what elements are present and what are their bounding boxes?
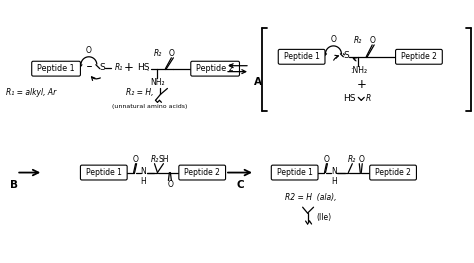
Text: SH: SH: [158, 155, 169, 164]
Text: Peptide 2: Peptide 2: [184, 168, 220, 177]
FancyBboxPatch shape: [191, 61, 239, 76]
Text: Peptide 1: Peptide 1: [283, 52, 319, 61]
Text: Peptide 1: Peptide 1: [86, 168, 122, 177]
Text: +: +: [124, 61, 134, 74]
Text: R₂: R₂: [354, 37, 363, 45]
Text: :NH₂: :NH₂: [350, 66, 367, 75]
Text: R₂: R₂: [154, 49, 162, 58]
Text: C: C: [236, 180, 244, 190]
Text: R₁ = alkyl, Ar: R₁ = alkyl, Ar: [6, 88, 56, 97]
Text: +: +: [356, 78, 366, 91]
Text: O: O: [369, 37, 375, 45]
Text: R₂: R₂: [150, 155, 159, 164]
Text: B: B: [10, 180, 18, 190]
Text: O: O: [330, 35, 337, 44]
Text: R₁: R₁: [115, 63, 123, 72]
Text: S: S: [344, 51, 349, 60]
Text: Peptide 2: Peptide 2: [196, 64, 234, 73]
Text: HS: HS: [343, 94, 356, 103]
Text: R: R: [366, 94, 372, 103]
Text: Peptide 1: Peptide 1: [277, 168, 312, 177]
Text: HS: HS: [137, 63, 150, 72]
Text: R₂: R₂: [348, 155, 356, 164]
Text: O: O: [133, 155, 138, 164]
Text: H: H: [141, 177, 146, 186]
Text: R₂ = H,: R₂ = H,: [126, 88, 153, 97]
Text: ··: ··: [147, 68, 150, 73]
Text: Peptide 2: Peptide 2: [375, 168, 411, 177]
Text: O: O: [358, 155, 364, 164]
Text: (Ile): (Ile): [317, 213, 332, 222]
Text: H: H: [331, 177, 337, 186]
Text: O: O: [324, 155, 329, 164]
FancyBboxPatch shape: [179, 165, 226, 180]
FancyBboxPatch shape: [396, 49, 442, 64]
Text: Peptide 1: Peptide 1: [37, 64, 75, 73]
Text: S: S: [99, 63, 105, 72]
FancyBboxPatch shape: [278, 49, 325, 64]
Text: A: A: [254, 77, 262, 87]
Text: O: O: [167, 180, 173, 189]
FancyBboxPatch shape: [32, 61, 81, 76]
Text: O: O: [86, 46, 92, 55]
Text: Peptide 2: Peptide 2: [401, 52, 437, 61]
FancyBboxPatch shape: [370, 165, 417, 180]
Text: NH₂: NH₂: [150, 78, 165, 87]
Text: (unnatural amino acids): (unnatural amino acids): [112, 104, 187, 109]
FancyBboxPatch shape: [271, 165, 318, 180]
FancyBboxPatch shape: [81, 165, 127, 180]
Text: N: N: [141, 167, 146, 176]
Text: O: O: [168, 49, 174, 58]
Text: N: N: [331, 167, 337, 176]
Text: R2 = H  (ala),: R2 = H (ala),: [285, 193, 336, 202]
